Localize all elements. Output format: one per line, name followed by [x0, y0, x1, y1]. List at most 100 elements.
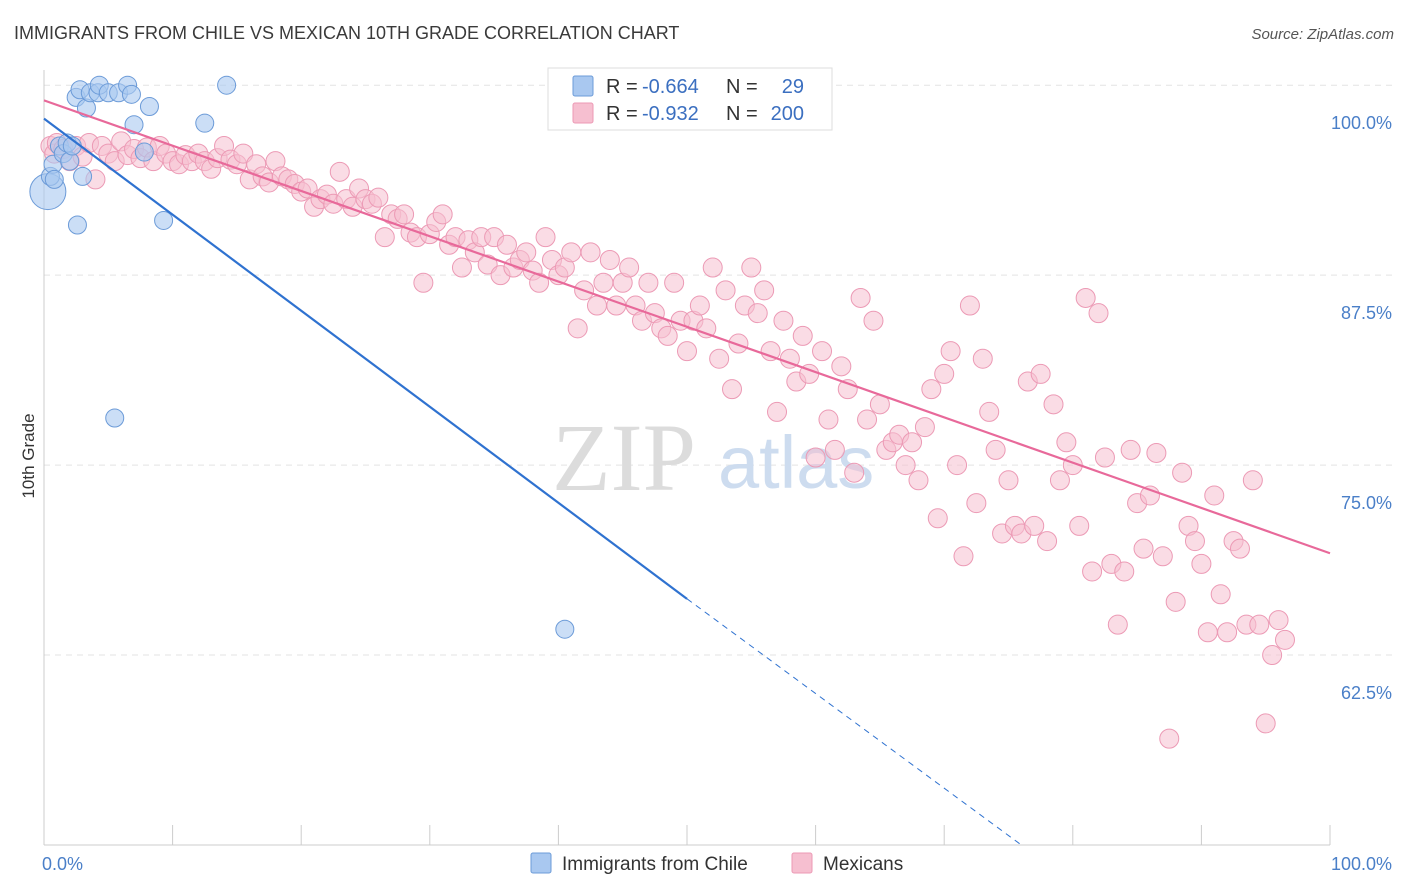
mexicans-point	[329, 161, 350, 182]
mexicans-point	[998, 470, 1019, 491]
mexicans-point	[1217, 622, 1238, 643]
mexicans-point	[689, 295, 710, 316]
series-legend-label-chile: Immigrants from Chile	[562, 854, 748, 875]
mexicans-point	[638, 272, 659, 293]
mexicans-point	[895, 455, 916, 476]
watermark: ZIP atlas	[552, 404, 874, 511]
chart-title: IMMIGRANTS FROM CHILE VS MEXICAN 10TH GR…	[14, 23, 679, 43]
mexicans-point	[947, 455, 968, 476]
mexicans-point	[1120, 439, 1141, 460]
chile-point	[134, 142, 154, 162]
mexicans-point	[567, 318, 588, 339]
chile-point	[105, 408, 125, 428]
series-legend-swatch-chile	[530, 852, 552, 874]
mexicans-point	[773, 310, 794, 331]
y-axis-label: 10th Grade	[19, 413, 38, 498]
mexicans-point	[1268, 610, 1289, 631]
mexicans-point	[805, 447, 826, 468]
legend-n-label-mex: N =	[726, 103, 758, 125]
chile-points	[29, 75, 575, 639]
watermark-zip: ZIP	[552, 404, 696, 511]
mexicans-point	[728, 333, 749, 354]
mexicans-point	[529, 272, 550, 293]
mexicans-point	[722, 379, 743, 400]
mexicans-point	[792, 325, 813, 346]
legend-n-value-chile: 29	[782, 76, 804, 98]
mexicans-point	[966, 493, 987, 514]
y-tick-label: 100.0%	[1331, 113, 1392, 133]
mexicans-point	[824, 439, 845, 460]
mexicans-point	[477, 254, 498, 275]
mexicans-point	[1030, 363, 1051, 384]
mexicans-point	[844, 462, 865, 483]
mexicans-point	[850, 287, 871, 308]
mexicans-point	[1165, 591, 1186, 612]
mexicans-point	[702, 257, 723, 278]
mexicans-point	[1204, 485, 1225, 506]
mexicans-point	[1229, 538, 1250, 559]
mexicans-point	[619, 257, 640, 278]
mexicans-points	[40, 131, 1295, 749]
legend-swatch-chile	[572, 75, 594, 97]
chile-point	[217, 75, 237, 95]
mexicans-point	[1159, 728, 1180, 749]
chile-point	[73, 166, 93, 186]
mexicans-point	[1114, 561, 1135, 582]
mexicans-point	[1107, 614, 1128, 635]
mexicans-trend-line	[43, 99, 1331, 555]
chile-point	[124, 115, 144, 135]
x-tick-label: 0.0%	[42, 854, 83, 874]
mexicans-point	[1056, 432, 1077, 453]
mexicans-point	[767, 401, 788, 422]
chile-point	[44, 169, 64, 189]
mexicans-point	[368, 187, 389, 208]
mexicans-point	[921, 379, 942, 400]
mexicans-point	[831, 356, 852, 377]
mexicans-point	[599, 249, 620, 270]
mexicans-point	[1088, 303, 1109, 324]
mexicans-point	[857, 409, 878, 430]
mexicans-point	[908, 470, 929, 491]
legend-r-label-chile: R =	[606, 76, 638, 98]
stats-legend: R = -0.664 N = 29 R = -0.932 N = 200	[547, 67, 833, 131]
mexicans-point	[1037, 531, 1058, 552]
mexicans-point	[760, 341, 781, 362]
mexicans-point	[1049, 470, 1070, 491]
mexicans-point	[940, 341, 961, 362]
mexicans-point	[1262, 645, 1283, 666]
legend-n-value-mex: 200	[771, 103, 804, 125]
mexicans-point	[586, 295, 607, 316]
mexicans-point	[1197, 622, 1218, 643]
mexicans-point	[741, 257, 762, 278]
y-tick-label: 87.5%	[1341, 303, 1392, 323]
mexicans-point	[1172, 462, 1193, 483]
mexicans-point	[593, 272, 614, 293]
mexicans-point	[1146, 442, 1167, 463]
mexicans-point	[1075, 287, 1096, 308]
mexicans-point	[709, 348, 730, 369]
legend-r-label-mex: R =	[606, 103, 638, 125]
mexicans-point	[972, 348, 993, 369]
chile-point	[67, 215, 87, 235]
mexicans-point	[657, 325, 678, 346]
mexicans-point	[1184, 531, 1205, 552]
mexicans-point	[233, 143, 254, 164]
mexicans-point	[1242, 470, 1263, 491]
y-tick-labels: 62.5% 75.0% 87.5% 100.0%	[1331, 113, 1392, 703]
mexicans-point	[754, 280, 775, 301]
legend-swatch-mex	[572, 102, 594, 124]
mexicans-point	[580, 242, 601, 263]
mexicans-point	[451, 257, 472, 278]
mexicans-point	[1255, 713, 1276, 734]
mexicans-point	[413, 272, 434, 293]
mexicans-point	[297, 178, 318, 199]
mexicans-point	[1249, 614, 1270, 635]
mexicans-point	[1274, 629, 1295, 650]
mexicans-point	[1152, 546, 1173, 567]
x-tick-label: 100.0%	[1331, 854, 1392, 874]
mexicans-point	[394, 204, 415, 225]
chile-point	[139, 96, 159, 116]
mexicans-point	[747, 303, 768, 324]
source-label: Source: ZipAtlas.com	[1251, 26, 1394, 43]
chile-point	[555, 619, 575, 639]
